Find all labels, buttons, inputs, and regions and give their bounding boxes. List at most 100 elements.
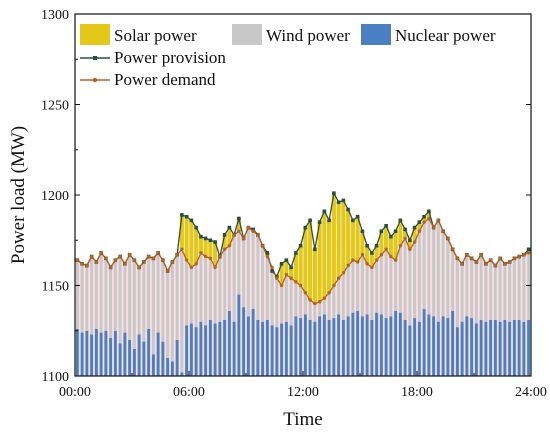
solar-bar <box>322 211 327 299</box>
power-provision-point <box>275 274 279 279</box>
power-provision-point <box>298 243 303 248</box>
nuclear-bar <box>156 332 160 376</box>
power-demand-point <box>265 254 270 259</box>
x-axis-label: Time <box>283 409 322 430</box>
power-demand-point <box>184 258 189 262</box>
wind-bar <box>375 260 379 313</box>
legend-demand-marker <box>92 77 98 83</box>
power-demand-point <box>374 258 379 262</box>
wind-bar <box>180 249 184 373</box>
power-demand-point <box>313 301 317 306</box>
power-provision-point <box>398 218 403 223</box>
wind-bar <box>351 260 355 313</box>
power-provision-point <box>222 233 227 237</box>
solar-bar <box>222 234 227 250</box>
wind-bar <box>204 256 208 326</box>
power-demand-point <box>127 253 132 257</box>
power-provision-point <box>341 198 346 203</box>
nuclear-bar <box>185 325 189 376</box>
wind-bar <box>94 261 98 329</box>
power-demand-point <box>251 229 255 233</box>
y-tick-label: 1300 <box>41 8 69 23</box>
power-provision-point <box>526 247 531 252</box>
wind-bar <box>332 285 336 319</box>
wind-bar <box>156 252 160 333</box>
power-provision-point <box>308 218 312 223</box>
legend-wind-label: Wind power <box>266 26 350 45</box>
wind-bar <box>151 258 155 355</box>
wind-bar <box>299 285 303 319</box>
power-demand-point <box>526 251 531 255</box>
power-demand-point <box>118 254 122 259</box>
nuclear-bar <box>199 321 203 376</box>
solar-bar <box>194 227 199 264</box>
x-axis-ticks: 00:00 06:00 12:00 18:00 24:00 <box>59 371 547 400</box>
wind-bar <box>470 258 474 319</box>
solar-bar <box>317 222 322 302</box>
nuclear-bar <box>227 310 231 376</box>
wind-bar <box>337 278 341 315</box>
power-demand-point <box>446 236 450 241</box>
wind-bar <box>446 238 450 319</box>
wind-bar <box>451 249 455 311</box>
solar-bar <box>355 216 360 262</box>
nuclear-bar <box>508 321 512 376</box>
power-provision-point <box>374 243 379 248</box>
wind-bar <box>493 265 497 320</box>
solar-bar <box>374 245 379 261</box>
nuclear-bar <box>370 319 374 376</box>
solar-bar <box>189 220 194 268</box>
power-demand-point <box>336 276 341 280</box>
wind-bar <box>175 254 179 340</box>
wind-bar <box>498 258 502 322</box>
power-demand-point <box>208 256 213 261</box>
solar-bar <box>360 231 365 255</box>
wind-bar <box>422 222 426 310</box>
wind-bar <box>218 256 222 322</box>
wind-bar <box>527 252 531 320</box>
wind-bar <box>75 260 79 329</box>
nuclear-bar <box>80 332 84 376</box>
solar-bar <box>365 245 370 264</box>
power-demand-point <box>431 225 436 230</box>
nuclear-bar <box>527 319 531 376</box>
nuclear-bar <box>489 319 493 376</box>
wind-bar <box>432 227 436 317</box>
power-provision-point <box>351 218 355 223</box>
power-demand-point <box>512 256 517 261</box>
wind-bar <box>489 260 493 320</box>
power-demand-point <box>465 253 469 257</box>
nuclear-bar <box>379 314 383 376</box>
solar-bar <box>403 229 408 239</box>
wind-bar <box>90 256 94 335</box>
wind-bar <box>360 254 364 317</box>
nuclear-bar <box>365 314 369 376</box>
wind-bar <box>318 301 322 317</box>
power-demand-point <box>113 258 118 262</box>
solar-bar <box>331 193 336 286</box>
legend-solar-label: Solar power <box>114 26 197 45</box>
wind-bar <box>455 258 459 328</box>
power-demand-point <box>498 256 502 261</box>
power-demand-point <box>137 265 141 270</box>
wind-bar <box>294 281 298 317</box>
nuclear-bar <box>398 312 402 376</box>
nuclear-bar <box>280 323 284 376</box>
nuclear-bar <box>394 310 398 376</box>
power-provision-point <box>346 207 350 212</box>
legend-nuclear-label: Nuclear power <box>395 26 496 45</box>
solar-bar <box>422 216 427 223</box>
nuclear-bar <box>474 323 478 376</box>
power-demand-point <box>398 243 403 248</box>
nuclear-bar <box>484 321 488 376</box>
solar-bar <box>341 200 346 273</box>
power-demand-point <box>156 251 160 255</box>
nuclear-bar <box>389 316 393 376</box>
wind-bar <box>113 260 117 331</box>
x-tick-label: 18:00 <box>401 385 433 400</box>
power-provision-point <box>403 227 407 232</box>
nuclear-bar <box>99 332 103 376</box>
nuclear-bar <box>194 327 198 376</box>
wind-bar <box>208 258 212 320</box>
wind-bar <box>246 227 250 317</box>
